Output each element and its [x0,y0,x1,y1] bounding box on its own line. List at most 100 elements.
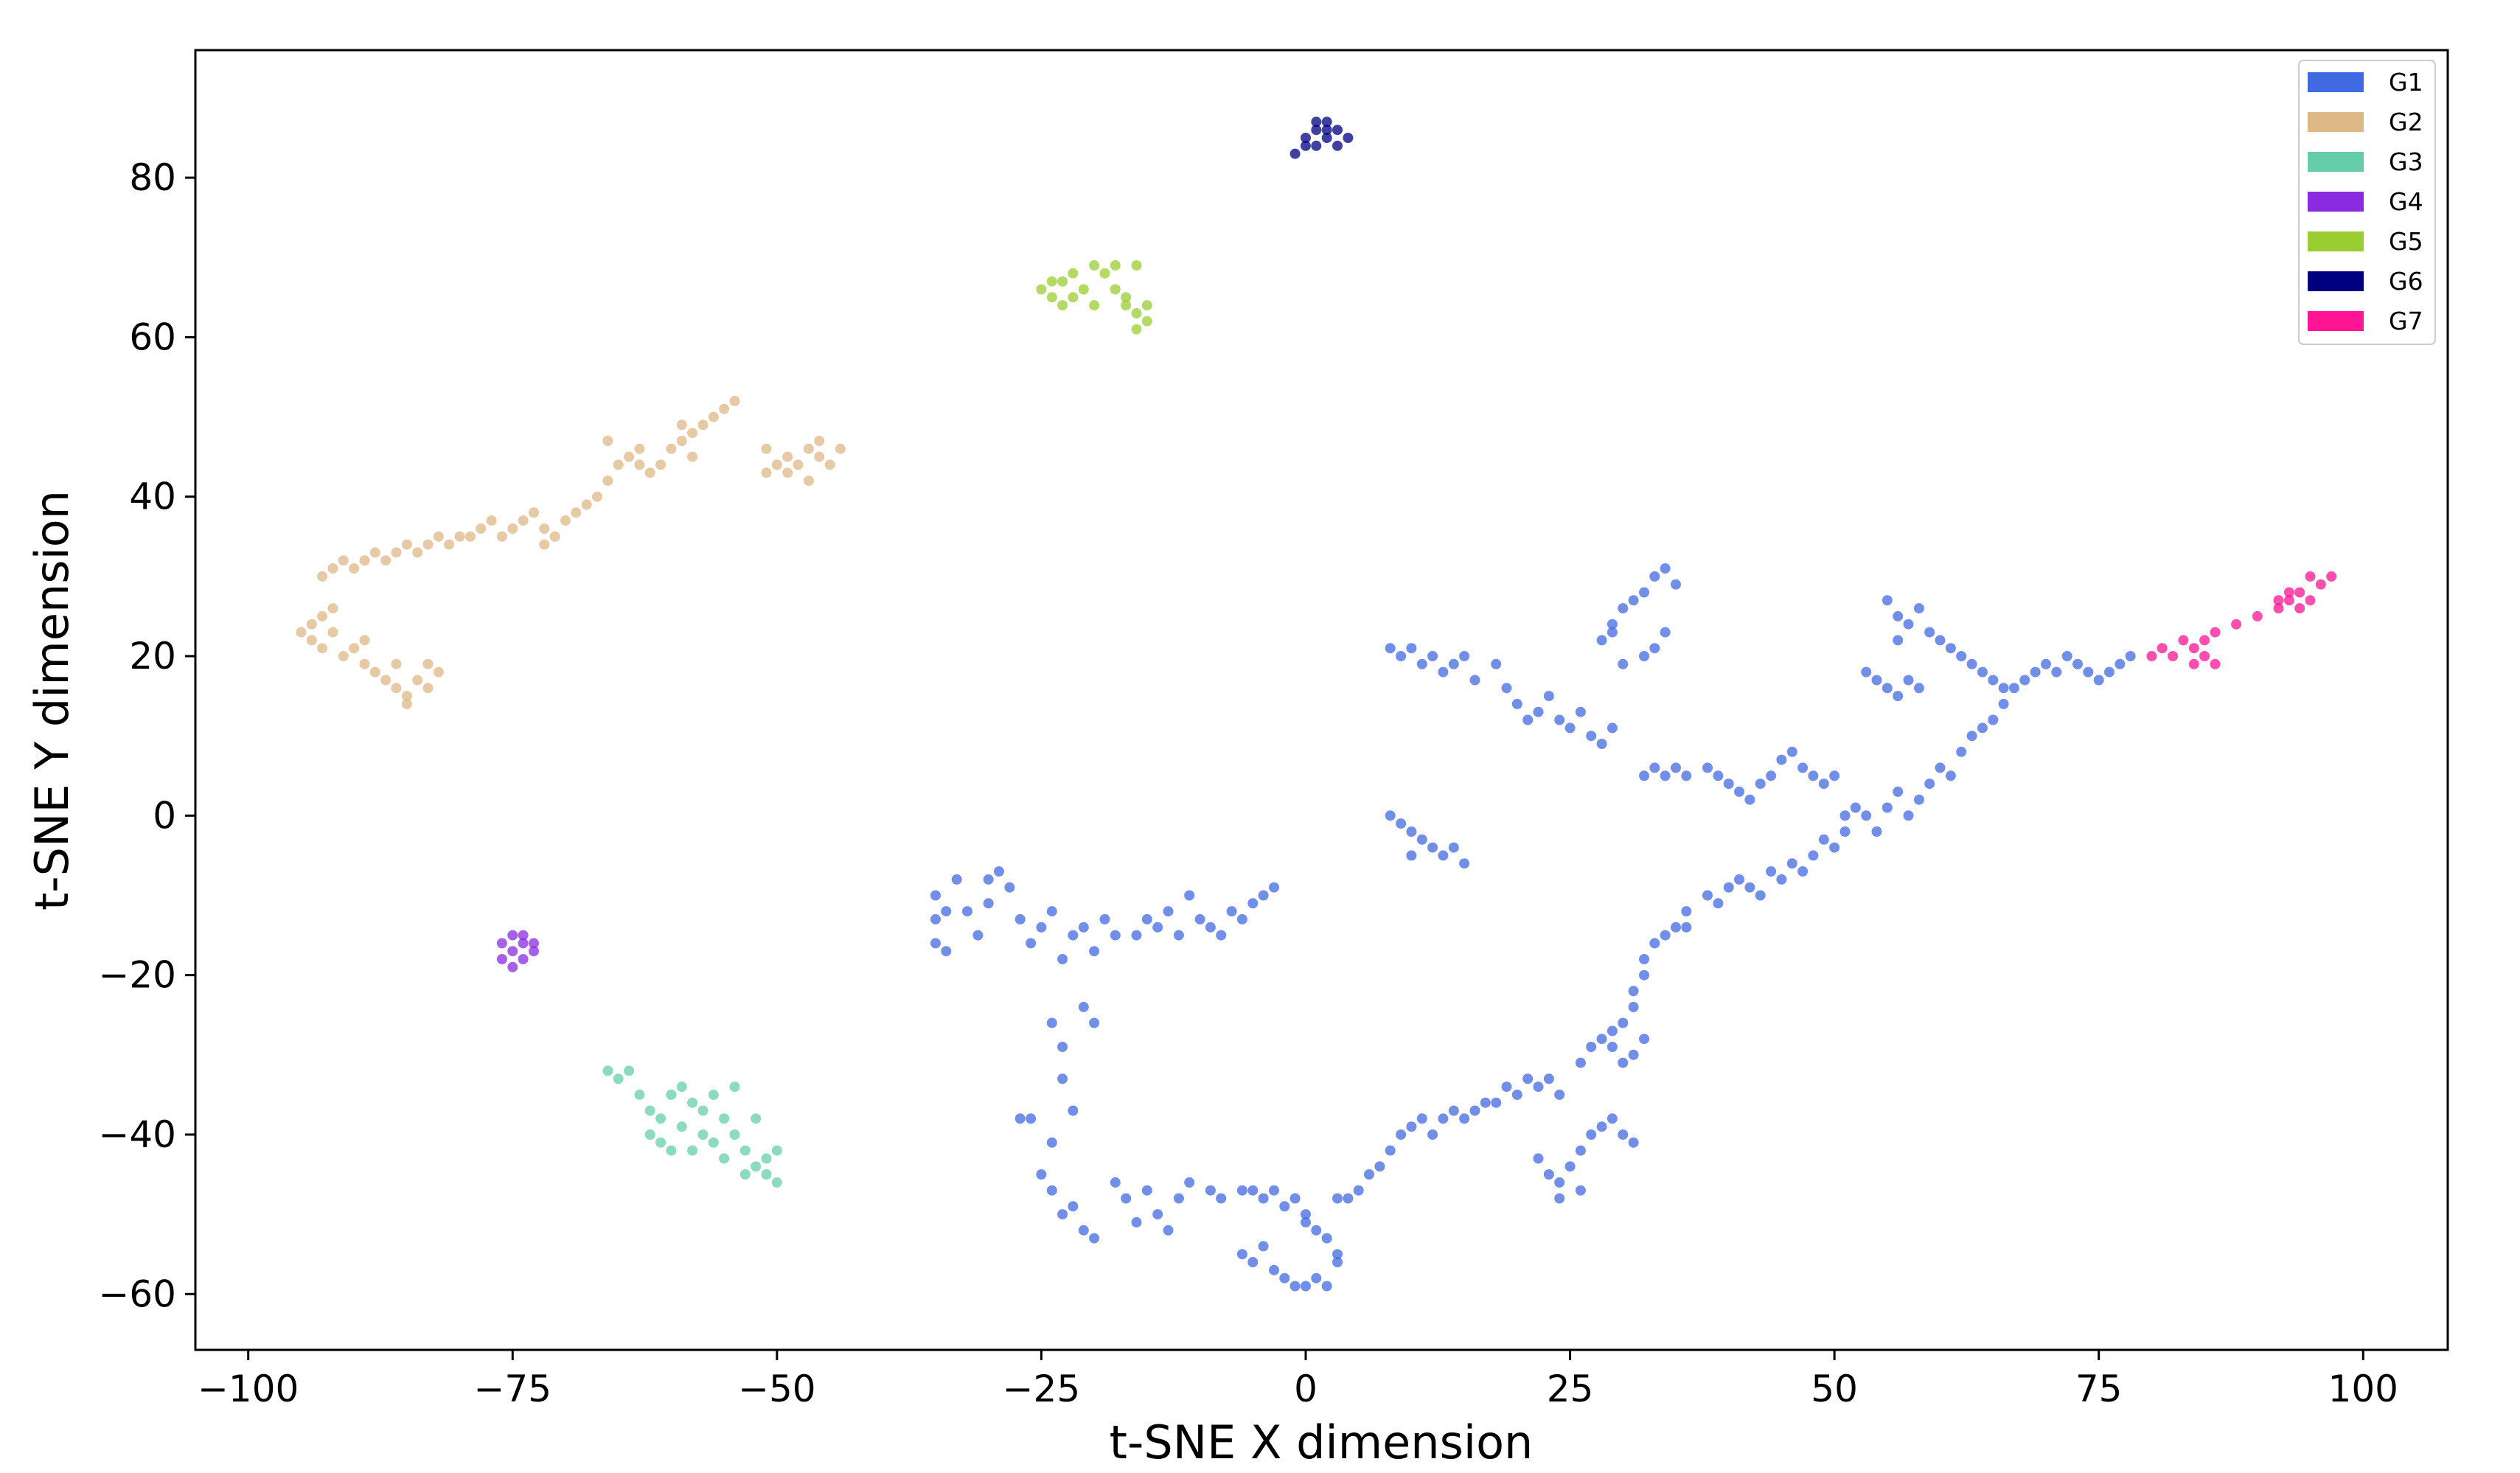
point-G1-179 [1596,739,1607,749]
point-G1-161 [1396,651,1407,661]
point-G1-253 [1639,1034,1649,1045]
point-G2-36 [476,523,487,534]
point-G3-6 [666,1089,677,1100]
point-G1-124 [1766,866,1777,877]
x-axis-label: t-SNE X dimension [1110,1415,1534,1469]
point-G7-7 [2199,635,2210,646]
point-G7-18 [2305,571,2316,582]
point-G1-25 [1163,906,1174,917]
x-tick-label: 100 [2328,1368,2398,1410]
point-G1-145 [1977,722,1988,734]
point-G1-245 [1586,1129,1597,1140]
point-G1-190 [1649,643,1660,654]
point-G5-4 [1078,284,1089,295]
point-G1-64 [1269,1185,1279,1196]
point-G2-7 [338,651,349,661]
point-G2-64 [676,419,687,431]
point-G2-14 [391,658,402,669]
point-G1-73 [1289,1281,1301,1292]
point-G6-7 [1343,133,1354,143]
point-G1-102 [1543,1073,1554,1084]
point-G6-5 [1321,116,1332,128]
point-G1-91 [1427,1129,1438,1140]
point-G1-158 [2114,658,2126,669]
point-G1-132 [1839,810,1851,821]
point-G1-255 [1607,1042,1618,1052]
point-G1-152 [2051,666,2062,678]
point-G1-103 [1554,1089,1565,1100]
point-G1-195 [1649,762,1660,773]
point-G1-9 [983,898,994,909]
point-G1-78 [1332,1249,1343,1260]
point-G2-48 [592,491,602,502]
point-G3-14 [751,1161,762,1172]
point-G1-219 [1893,610,1904,621]
point-G1-46 [1068,1201,1079,1212]
point-G2-43 [549,531,560,542]
point-G3-12 [729,1129,740,1140]
point-G1-129 [1818,834,1829,845]
point-G2-1 [306,619,317,630]
point-G1-214 [1882,683,1893,694]
point-G2-39 [507,523,518,534]
point-G1-225 [1945,643,1956,654]
point-G2-74 [803,476,814,487]
point-G1-32 [1236,913,1247,924]
point-G7-21 [2294,603,2305,614]
point-G1-85 [1364,1169,1374,1180]
point-G3-18 [739,1169,751,1180]
point-G1-109 [1628,1001,1639,1012]
y-tick-label: 40 [129,476,176,518]
point-G6-10 [1321,125,1332,136]
point-G1-140 [1924,779,1935,790]
point-G1-227 [1966,658,1977,669]
point-G1-41 [1089,1017,1100,1028]
point-G4-0 [496,954,507,964]
point-G7-13 [2283,595,2294,606]
point-G1-26 [1173,930,1184,941]
point-G1-150 [2030,666,2041,678]
point-G4-7 [507,961,518,972]
point-G1-169 [1491,658,1502,669]
x-tick-label: −25 [1003,1368,1081,1410]
point-G1-207 [1786,746,1797,757]
point-G5-10 [1141,316,1152,327]
point-G1-222 [1924,627,1935,638]
point-G1-191 [1639,651,1649,661]
point-G5-17 [1046,276,1057,287]
point-G2-58 [697,419,709,431]
point-G3-3 [634,1089,645,1100]
point-G1-12 [1014,913,1026,924]
point-G3-19 [719,1153,730,1164]
point-G1-49 [1014,1113,1026,1124]
point-G1-30 [1216,930,1227,941]
point-G1-238 [1406,850,1417,861]
point-G7-12 [2273,603,2284,614]
point-G1-89 [1406,1121,1417,1132]
point-G6-8 [1301,140,1311,151]
point-G3-23 [644,1129,655,1140]
point-G1-229 [1988,675,1999,686]
point-G1-131 [1839,826,1851,837]
point-G1-38 [1057,1073,1068,1084]
point-G1-183 [1618,603,1629,614]
point-G1-130 [1829,842,1840,853]
point-G2-52 [634,459,645,470]
point-G5-9 [1131,307,1142,318]
point-G5-7 [1110,284,1121,295]
point-G1-23 [1141,913,1152,924]
point-G1-125 [1776,874,1787,885]
point-G7-6 [2210,658,2221,669]
point-G1-215 [1893,691,1904,702]
point-G1-95 [1469,1105,1480,1116]
point-G1-2 [930,938,941,949]
point-G1-80 [1311,1225,1322,1236]
point-G1-71 [1269,1264,1279,1275]
point-G1-134 [1861,810,1872,821]
point-G1-72 [1279,1272,1290,1284]
point-G1-99 [1511,1089,1522,1100]
point-G1-221 [1913,603,1924,614]
point-G2-4 [317,643,328,654]
point-G1-69 [1247,1257,1259,1267]
point-G1-43 [1036,1169,1047,1180]
